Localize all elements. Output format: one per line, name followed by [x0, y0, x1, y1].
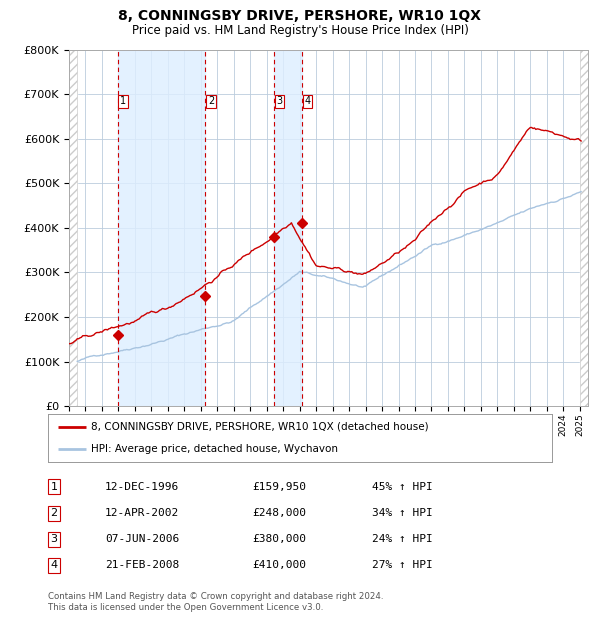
Text: Price paid vs. HM Land Registry's House Price Index (HPI): Price paid vs. HM Land Registry's House … — [131, 24, 469, 37]
Text: 24% ↑ HPI: 24% ↑ HPI — [372, 534, 433, 544]
Text: 1: 1 — [50, 482, 58, 492]
Text: 8, CONNINGSBY DRIVE, PERSHORE, WR10 1QX (detached house): 8, CONNINGSBY DRIVE, PERSHORE, WR10 1QX … — [91, 422, 428, 432]
Text: 21-FEB-2008: 21-FEB-2008 — [105, 560, 179, 570]
Text: 4: 4 — [50, 560, 58, 570]
Text: 07-JUN-2006: 07-JUN-2006 — [105, 534, 179, 544]
Bar — [274, 50, 302, 406]
Text: 45% ↑ HPI: 45% ↑ HPI — [372, 482, 433, 492]
Text: 27% ↑ HPI: 27% ↑ HPI — [372, 560, 433, 570]
Text: 12-DEC-1996: 12-DEC-1996 — [105, 482, 179, 492]
Text: 1: 1 — [120, 96, 126, 106]
Text: £410,000: £410,000 — [252, 560, 306, 570]
Text: 2: 2 — [50, 508, 58, 518]
Text: Contains HM Land Registry data © Crown copyright and database right 2024.
This d: Contains HM Land Registry data © Crown c… — [48, 592, 383, 611]
Text: 4: 4 — [304, 96, 311, 106]
Text: £248,000: £248,000 — [252, 508, 306, 518]
Text: 8, CONNINGSBY DRIVE, PERSHORE, WR10 1QX: 8, CONNINGSBY DRIVE, PERSHORE, WR10 1QX — [119, 9, 482, 24]
Text: 3: 3 — [50, 534, 58, 544]
Bar — [118, 50, 205, 406]
Text: 34% ↑ HPI: 34% ↑ HPI — [372, 508, 433, 518]
Text: £159,950: £159,950 — [252, 482, 306, 492]
Text: £380,000: £380,000 — [252, 534, 306, 544]
Text: 3: 3 — [276, 96, 283, 106]
Text: 2: 2 — [208, 96, 214, 106]
Text: 12-APR-2002: 12-APR-2002 — [105, 508, 179, 518]
Text: HPI: Average price, detached house, Wychavon: HPI: Average price, detached house, Wych… — [91, 444, 338, 454]
